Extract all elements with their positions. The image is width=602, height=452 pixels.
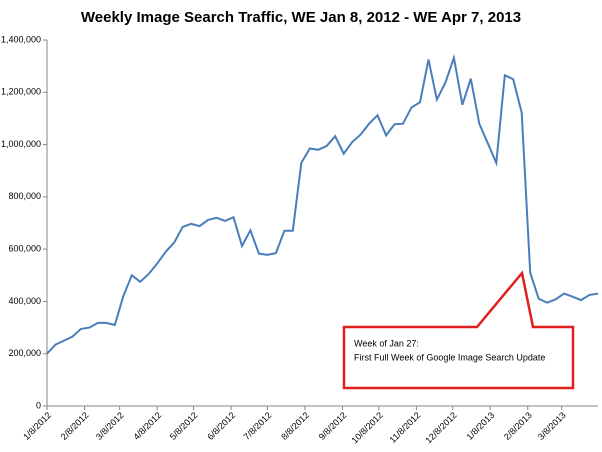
x-tick-label: 4/8/2012 (131, 410, 163, 442)
callout-text: Week of Jan 27: (354, 338, 419, 348)
x-tick-label: 3/8/2012 (94, 410, 126, 442)
x-tick-label: 10/8/2012 (350, 410, 385, 445)
y-tick-label: 1,000,000 (1, 139, 41, 149)
x-tick-label: 6/8/2012 (205, 410, 237, 442)
x-tick-label: 3/8/2013 (536, 410, 568, 442)
x-tick-label: 8/8/2012 (279, 410, 311, 442)
y-tick-label: 600,000 (8, 244, 41, 254)
y-tick-label: 400,000 (8, 296, 41, 306)
x-tick-label: 7/8/2012 (242, 410, 274, 442)
y-tick-label: 0 (36, 400, 41, 410)
x-tick-label: 12/8/2012 (423, 410, 458, 445)
y-tick-label: 1,200,000 (1, 87, 41, 97)
x-tick-label: 11/8/2012 (388, 410, 423, 445)
x-tick-label: 2/8/2013 (502, 410, 534, 442)
x-tick-label: 2/8/2012 (59, 410, 91, 442)
chart-title: Weekly Image Search Traffic, WE Jan 8, 2… (81, 9, 521, 26)
y-tick-label: 200,000 (8, 348, 41, 358)
data-line (46, 53, 599, 355)
callout-box (342, 270, 575, 390)
x-tick-label: 9/8/2012 (317, 410, 349, 442)
y-tick-label: 1,400,000 (1, 34, 41, 44)
y-tick-label: 800,000 (8, 191, 41, 201)
x-tick-label: 1/8/2013 (464, 410, 496, 442)
x-tick-label: 5/8/2012 (168, 410, 200, 442)
x-tick-label: 1/8/2012 (21, 410, 53, 442)
callout-text: First Full Week of Google Image Search U… (354, 352, 545, 362)
